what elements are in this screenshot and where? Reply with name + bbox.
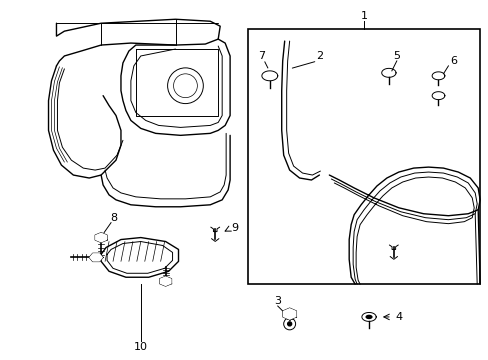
Polygon shape bbox=[434, 74, 441, 78]
Polygon shape bbox=[385, 71, 392, 75]
Text: 8: 8 bbox=[110, 213, 117, 223]
Text: 2: 2 bbox=[315, 51, 322, 61]
Polygon shape bbox=[282, 308, 296, 320]
Polygon shape bbox=[365, 315, 372, 319]
Text: 4: 4 bbox=[394, 312, 402, 322]
Polygon shape bbox=[89, 253, 103, 262]
Text: 5: 5 bbox=[392, 51, 400, 61]
Text: 6: 6 bbox=[449, 56, 456, 66]
Text: 3: 3 bbox=[274, 296, 281, 306]
Polygon shape bbox=[95, 233, 107, 243]
Text: 9: 9 bbox=[231, 222, 238, 233]
Text: 7: 7 bbox=[258, 51, 265, 61]
Polygon shape bbox=[265, 73, 273, 78]
Text: 1: 1 bbox=[360, 11, 367, 21]
Polygon shape bbox=[159, 276, 171, 286]
Text: 10: 10 bbox=[134, 342, 147, 352]
Circle shape bbox=[287, 322, 291, 326]
Polygon shape bbox=[434, 94, 441, 98]
Bar bbox=[247, 29, 479, 284]
